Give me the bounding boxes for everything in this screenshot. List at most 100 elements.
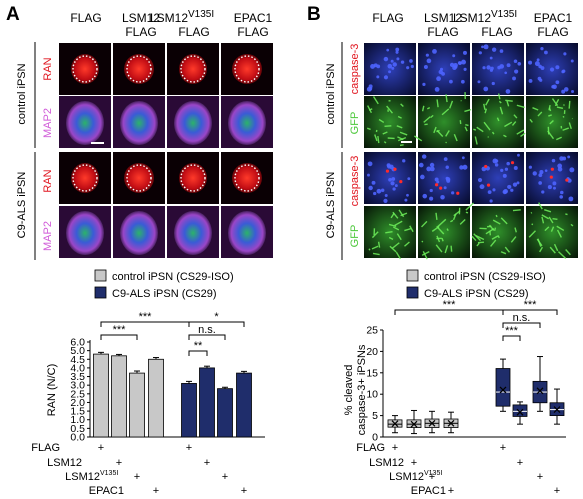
nucleus-dot (555, 65, 560, 70)
col-header-lsm12v135i-sup: V135I (188, 9, 214, 20)
caspase-dot (565, 178, 569, 182)
cell-body (120, 101, 158, 145)
panel-a-letter: A (6, 4, 20, 25)
y-tick-label: 6.0 (70, 337, 85, 349)
plus-mark: + (537, 471, 543, 483)
group-label-control: control iPSN (16, 63, 28, 124)
gfp-image-r3-c3 (526, 202, 578, 260)
neurite (430, 114, 434, 119)
nucleus-dot (438, 69, 443, 75)
neurite (547, 130, 555, 140)
nucleus-dot (460, 79, 465, 84)
tile-bg (418, 43, 470, 95)
nucleus-dot (513, 166, 518, 171)
nucleus-dot (506, 161, 510, 166)
mean-marker (410, 420, 418, 428)
nucleus-dot (477, 177, 483, 183)
caspase-image-r0-c1 (418, 43, 470, 95)
neurite (552, 218, 558, 221)
neurite (565, 249, 571, 256)
neurite (565, 213, 568, 216)
gfp-image-r3-c0 (364, 206, 416, 260)
neurite (530, 211, 533, 214)
nucleus-dot (494, 163, 499, 167)
neurite (368, 248, 371, 251)
nucleus-signal (232, 163, 262, 193)
neurite (544, 209, 552, 213)
cell-body (120, 211, 158, 255)
y-tick-label: 0.5 (70, 423, 85, 435)
nucleus-dot (429, 188, 433, 193)
panel-b-column-headers: FLAG LSM12 FLAG LSM12 V135I FLAG EPAC1 F… (372, 9, 572, 39)
neurite (382, 131, 388, 135)
nucleus-dot (383, 75, 389, 80)
significance-label: *** (505, 325, 519, 337)
neurite (549, 246, 556, 254)
neurite (520, 132, 526, 138)
neurite (371, 245, 379, 250)
legend-a-label-c9: C9-ALS iPSN (CS29) (112, 288, 217, 300)
neurite (422, 250, 428, 260)
neurite (499, 106, 504, 115)
ran-image-r0-c2 (167, 43, 219, 95)
nucleus-dot (486, 65, 491, 70)
nucleus-dot (429, 166, 435, 172)
chart-b-ylabel-1: % cleaved (343, 365, 355, 416)
neurite (421, 240, 424, 243)
tile-bg (418, 206, 470, 258)
nucleus-dot (407, 177, 411, 181)
nucleus-outline (180, 55, 206, 83)
nucleus-dot (386, 163, 391, 168)
nucleus-outline (234, 164, 260, 192)
neurite (445, 141, 447, 144)
ran-image-r0-c3 (221, 43, 273, 95)
nucleus-dot (503, 189, 508, 194)
neurite (423, 116, 431, 123)
map2-image-r3-c1 (113, 206, 165, 258)
neurite (399, 144, 404, 147)
channel-label-gfp-2: GFP (349, 225, 361, 248)
neurite (465, 123, 469, 127)
channel-label-gfp-1: GFP (349, 112, 361, 135)
caspase-dot (393, 167, 397, 171)
neurite (488, 224, 495, 231)
ran-image-r2-c2 (167, 152, 219, 204)
nucleus-dot (563, 87, 569, 92)
neurite (491, 235, 499, 240)
nucleus-dot (516, 181, 520, 185)
caspase-image-r2-c1 (418, 152, 470, 204)
map2-image-r1-c3 (221, 96, 273, 148)
caspase-dot (456, 191, 460, 195)
caspase-image-r0-c3 (526, 43, 578, 95)
nucleus-dot (567, 155, 571, 159)
nucleus-dot (539, 170, 544, 175)
channel-label-ran-1: RAN (42, 57, 54, 80)
row-label-lsm12v135i: LSM12 (65, 471, 100, 483)
caspase-dot (550, 167, 554, 171)
nucleus-dot (390, 181, 395, 186)
nucleus-dot (459, 165, 464, 170)
neurite (541, 216, 545, 224)
b-col-header-epac1-flag: FLAG (537, 25, 568, 39)
neurite (436, 99, 439, 108)
y-tick-label: 3.0 (70, 380, 85, 392)
neurite (441, 237, 444, 242)
nucleus-dot (528, 60, 533, 65)
cell-body (228, 211, 266, 255)
nucleus-dot (445, 165, 449, 169)
neurite (490, 239, 497, 247)
gfp-image-r1-c1 (414, 92, 472, 148)
b-col-header-lsm12-flag: FLAG (427, 25, 458, 39)
mean-marker (516, 408, 524, 416)
neurite (436, 129, 444, 138)
nucleus-dot (555, 80, 560, 85)
nucleus-dot (504, 71, 508, 75)
condition-row-labels: FLAG LSM12 LSM12 V135I EPAC1 FLAG LSM12 … (31, 442, 446, 497)
caspase-dot (385, 169, 390, 173)
neurite (551, 98, 558, 106)
nucleus-dot (532, 171, 537, 176)
legend-b-swatch-control (406, 269, 419, 282)
nucleus-outline (126, 164, 152, 192)
neurite (445, 94, 448, 103)
nucleus-dot (544, 169, 548, 172)
